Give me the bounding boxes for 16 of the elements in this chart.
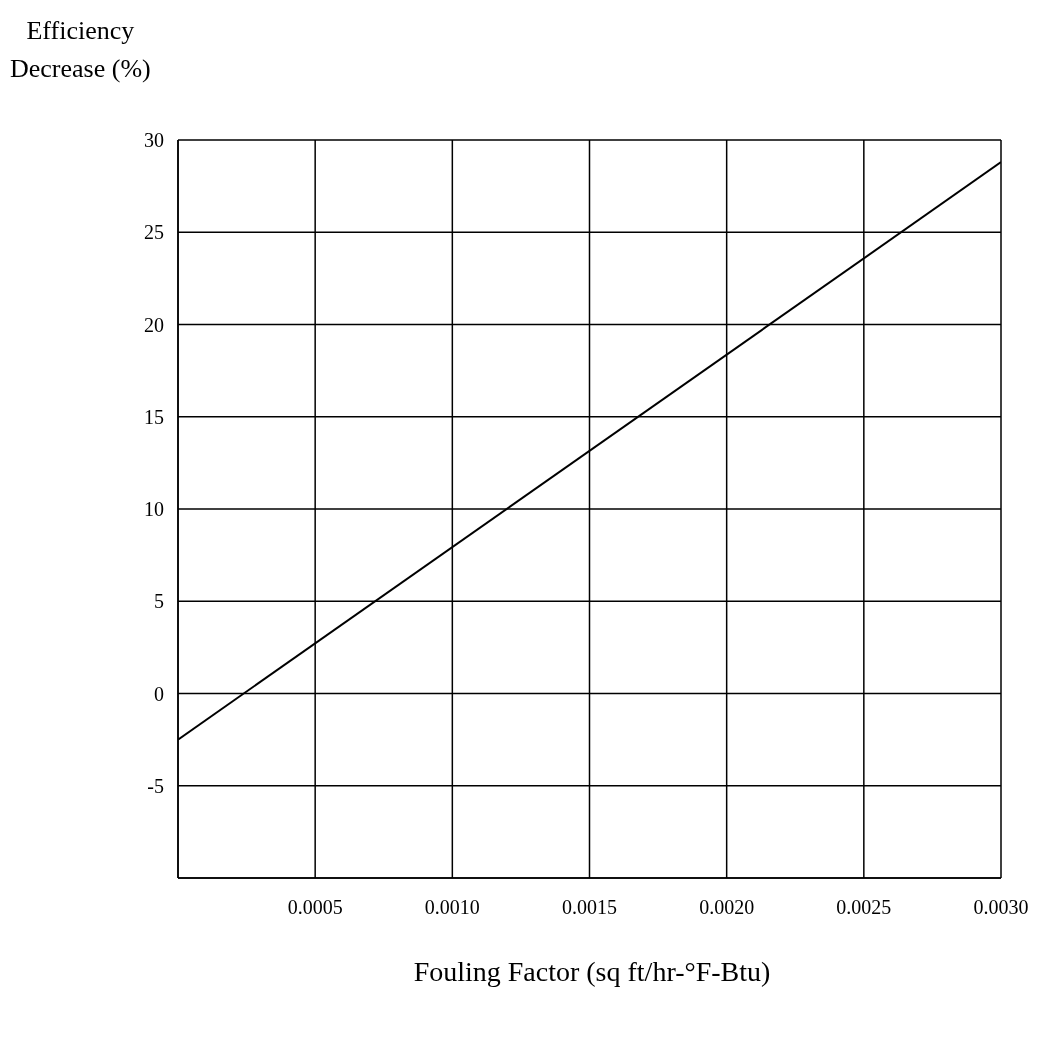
y-axis-title: Efficiency Decrease (%) bbox=[10, 15, 151, 85]
y-tick-label: 20 bbox=[144, 313, 164, 336]
x-tick-label: 0.0015 bbox=[562, 896, 617, 919]
y-tick-label: 15 bbox=[144, 405, 164, 428]
y-tick-label: 10 bbox=[144, 498, 164, 521]
y-tick-label: 25 bbox=[144, 221, 164, 244]
y-tick-label: -5 bbox=[147, 774, 164, 797]
x-tick-label: 0.0025 bbox=[836, 896, 892, 919]
y-tick-label: 30 bbox=[144, 129, 164, 152]
x-tick-label: 0.0010 bbox=[424, 896, 480, 919]
x-tick-label: 0.0030 bbox=[973, 896, 1029, 919]
y-tick-label: 0 bbox=[154, 682, 164, 705]
y-tick-label: 5 bbox=[154, 590, 164, 613]
x-tick-label: 0.0005 bbox=[287, 896, 343, 919]
x-tick-label: 0.0020 bbox=[699, 896, 755, 919]
x-axis-title: Fouling Factor (sq ft/hr-°F-Btu) bbox=[412, 956, 772, 988]
